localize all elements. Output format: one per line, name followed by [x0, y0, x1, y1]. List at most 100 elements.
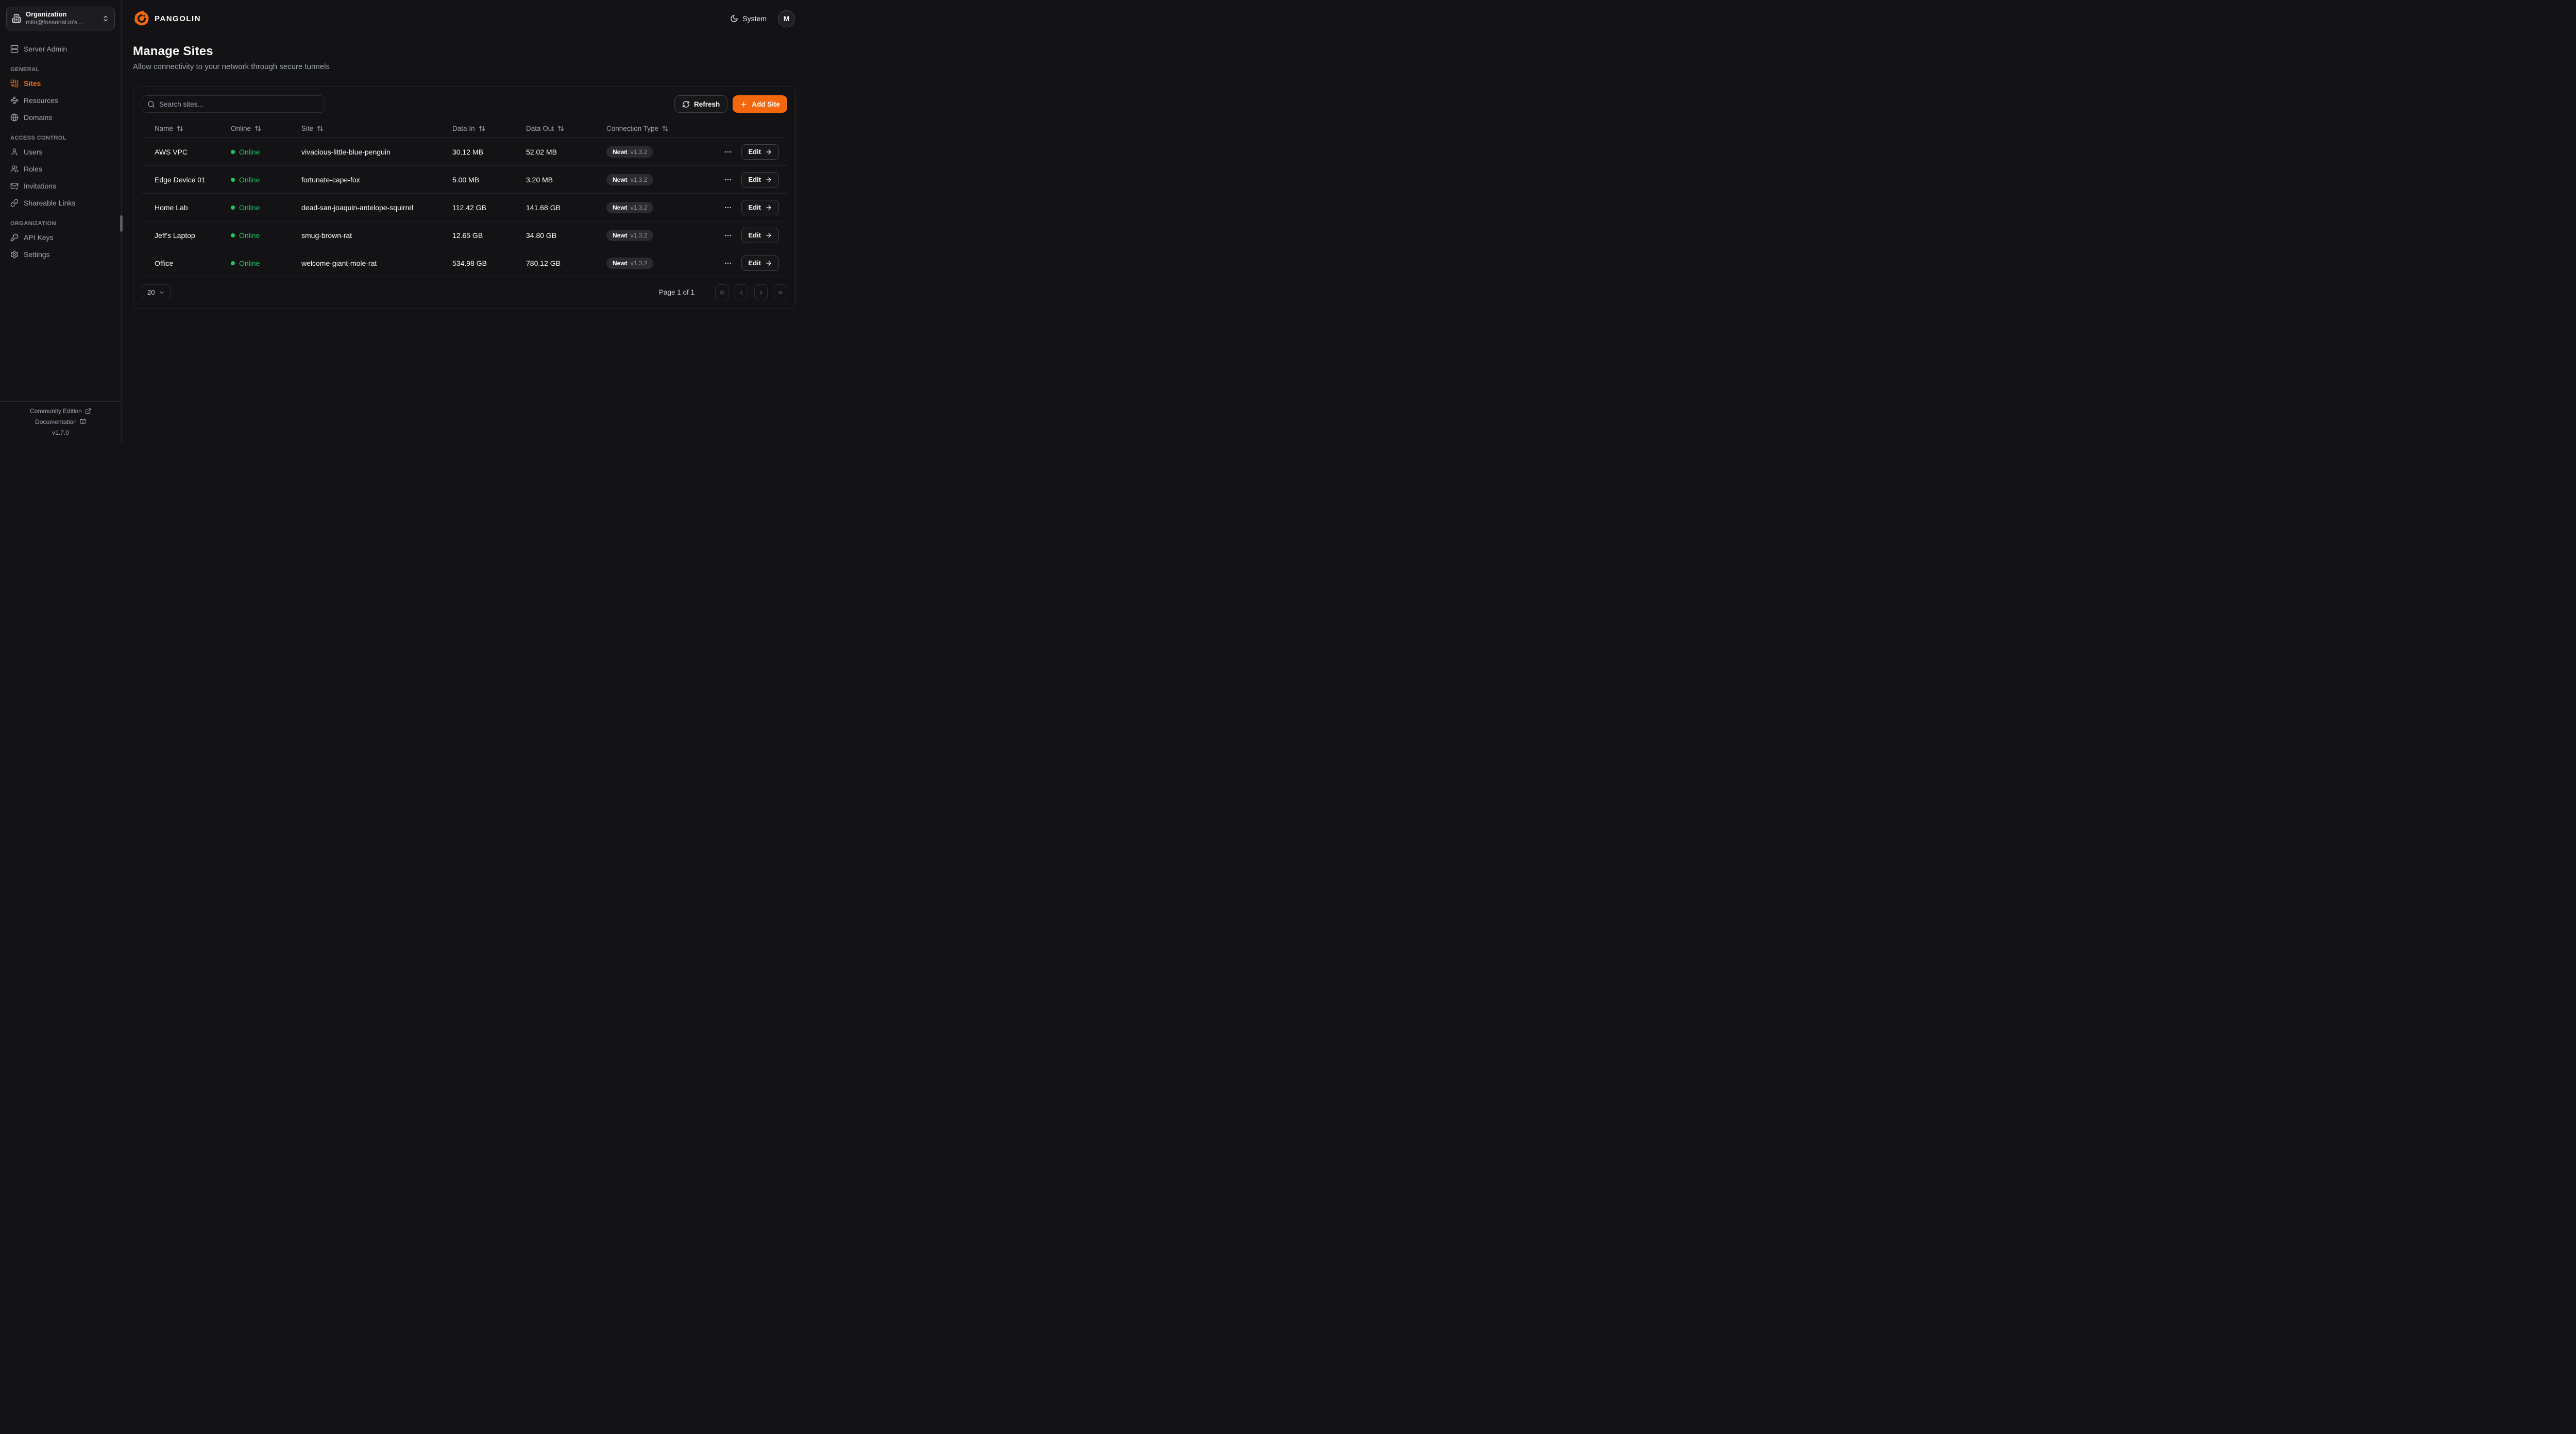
- sidebar-item-resources[interactable]: Resources: [6, 92, 115, 109]
- sidebar: Organization milo@fossorial.io's ... Ser…: [0, 0, 123, 443]
- book-open-icon: [80, 419, 86, 424]
- first-page-button[interactable]: [715, 284, 728, 300]
- ellipsis-icon: [725, 262, 732, 264]
- site-name: AWS VPC: [155, 147, 188, 156]
- column-header-data-out[interactable]: Data Out: [526, 125, 606, 132]
- column-header-name[interactable]: Name: [155, 125, 231, 132]
- connection-version: v1.3.2: [630, 176, 648, 183]
- sidebar-footer: Community Edition Documentation v1.7.0: [0, 401, 121, 443]
- sidebar-item-users[interactable]: Users: [6, 143, 115, 160]
- sidebar-item-settings[interactable]: Settings: [6, 246, 115, 263]
- pagination-bar: 20 Page 1 of 1: [142, 284, 787, 300]
- connection-version: v1.3.2: [630, 231, 648, 239]
- external-link-icon: [85, 408, 91, 414]
- add-site-label: Add Site: [752, 100, 780, 108]
- online-status: Online: [231, 203, 301, 212]
- data-in-value: 534.98 GB: [452, 259, 487, 267]
- data-out-value: 780.12 GB: [526, 259, 561, 267]
- chevrons-up-down-icon: [104, 15, 108, 22]
- connection-type-badge: Newt v1.3.2: [606, 257, 654, 269]
- data-out-value: 141.68 GB: [526, 203, 561, 212]
- online-dot: [231, 205, 235, 210]
- page-size-select[interactable]: 20: [142, 284, 171, 300]
- connection-agent: Newt: [613, 203, 628, 211]
- table-row: Jeff's Laptop Online smug-brown-rat 12.6…: [142, 221, 787, 249]
- data-in-value: 112.42 GB: [452, 203, 486, 212]
- sidebar-item-sites[interactable]: Sites: [6, 75, 115, 92]
- theme-toggle[interactable]: System: [730, 14, 767, 23]
- connection-agent: Newt: [613, 259, 628, 267]
- row-menu-button[interactable]: [723, 258, 733, 268]
- refresh-button[interactable]: Refresh: [674, 95, 728, 113]
- sort-icon: [255, 126, 261, 131]
- table-header: Name Online Site Data In Data Out Connec…: [142, 119, 787, 138]
- connection-agent: Newt: [613, 176, 628, 183]
- documentation-link[interactable]: Documentation: [35, 418, 86, 425]
- sidebar-item-label: Shareable Links: [24, 198, 76, 207]
- edit-label: Edit: [748, 148, 761, 156]
- connection-type-badge: Newt v1.3.2: [606, 201, 654, 213]
- sidebar-item-label: API Keys: [24, 233, 54, 242]
- sidebar-item-server-admin[interactable]: Server Admin: [6, 40, 115, 57]
- sidebar-resize-handle[interactable]: [120, 215, 123, 232]
- last-page-button[interactable]: [774, 284, 787, 300]
- previous-page-button[interactable]: [735, 284, 748, 300]
- online-dot: [231, 177, 235, 182]
- edit-button[interactable]: Edit: [741, 227, 779, 243]
- edit-button[interactable]: Edit: [741, 172, 779, 187]
- sidebar-item-domains[interactable]: Domains: [6, 109, 115, 126]
- sidebar-item-api-keys[interactable]: API Keys: [6, 229, 115, 246]
- sort-icon: [177, 126, 183, 131]
- app-name: PANGOLIN: [155, 14, 201, 23]
- building-icon: [12, 14, 21, 23]
- ellipsis-icon: [725, 179, 732, 180]
- row-menu-button[interactable]: [723, 202, 733, 213]
- next-page-button[interactable]: [754, 284, 768, 300]
- search-input[interactable]: [159, 100, 319, 108]
- sidebar-item-invitations[interactable]: Invitations: [6, 177, 115, 194]
- row-menu-button[interactable]: [723, 175, 733, 185]
- row-menu-button[interactable]: [723, 147, 733, 157]
- online-label: Online: [239, 147, 260, 156]
- column-header-data-in[interactable]: Data In: [452, 125, 526, 132]
- ellipsis-icon: [725, 234, 732, 236]
- site-slug: dead-san-joaquin-antelope-squirrel: [301, 203, 414, 212]
- online-dot: [231, 233, 235, 237]
- column-header-online[interactable]: Online: [231, 125, 301, 132]
- arrow-right-icon: [766, 149, 771, 155]
- sidebar-item-label: Server Admin: [24, 44, 67, 53]
- page-status: Page 1 of 1: [658, 288, 694, 296]
- edit-button[interactable]: Edit: [741, 199, 779, 215]
- key-icon: [10, 233, 19, 241]
- org-selector-value: milo@fossorial.io's ...: [26, 19, 84, 26]
- search-box: [142, 95, 325, 113]
- data-out-value: 52.02 MB: [526, 147, 557, 156]
- theme-label: System: [742, 14, 767, 23]
- page-size-value: 20: [147, 288, 155, 296]
- site-slug: welcome-giant-mole-rat: [301, 259, 377, 267]
- sites-card: Refresh Add Site Name Online Site: [133, 87, 796, 309]
- sidebar-item-roles[interactable]: Roles: [6, 160, 115, 177]
- page-subtitle: Allow connectivity to your network throu…: [133, 62, 330, 71]
- edit-button[interactable]: Edit: [741, 144, 779, 160]
- column-header-connection-type[interactable]: Connection Type: [606, 125, 779, 132]
- sidebar-item-label: Resources: [24, 96, 58, 105]
- row-menu-button[interactable]: [723, 230, 733, 241]
- mail-check-icon: [10, 182, 19, 190]
- combine-icon: [10, 79, 19, 87]
- users-icon: [10, 165, 19, 173]
- community-edition-link[interactable]: Community Edition: [30, 407, 91, 415]
- column-header-site[interactable]: Site: [301, 125, 452, 132]
- edit-button[interactable]: Edit: [741, 255, 779, 271]
- data-out-value: 3.20 MB: [526, 175, 553, 184]
- avatar[interactable]: M: [778, 10, 795, 27]
- connection-type-badge: Newt v1.3.2: [606, 229, 654, 241]
- org-selector[interactable]: Organization milo@fossorial.io's ...: [6, 7, 115, 30]
- sidebar-item-shareable-links[interactable]: Shareable Links: [6, 194, 115, 211]
- add-site-button[interactable]: Add Site: [733, 95, 787, 113]
- app-logo[interactable]: PANGOLIN: [133, 10, 201, 27]
- online-status: Online: [231, 176, 301, 184]
- globe-icon: [10, 113, 19, 121]
- edit-label: Edit: [748, 176, 761, 183]
- online-label: Online: [239, 259, 260, 267]
